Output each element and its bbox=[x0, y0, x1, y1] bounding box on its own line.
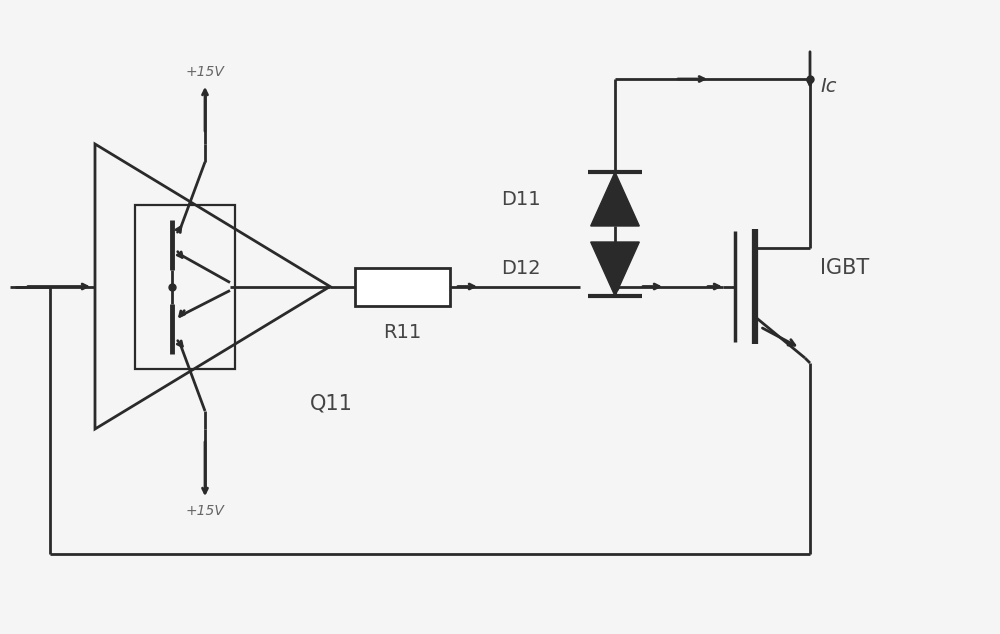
Text: IGBT: IGBT bbox=[820, 259, 869, 278]
Text: Q11: Q11 bbox=[310, 394, 353, 414]
Text: R11: R11 bbox=[383, 323, 422, 342]
Bar bbox=[135, 205, 235, 368]
Text: D11: D11 bbox=[501, 190, 541, 209]
Polygon shape bbox=[591, 172, 639, 226]
Text: +15V: +15V bbox=[186, 504, 224, 518]
Text: Ic: Ic bbox=[820, 77, 836, 96]
Bar bbox=[355, 268, 450, 306]
Text: D12: D12 bbox=[501, 259, 541, 278]
Text: +15V: +15V bbox=[186, 65, 224, 79]
Polygon shape bbox=[591, 242, 639, 296]
